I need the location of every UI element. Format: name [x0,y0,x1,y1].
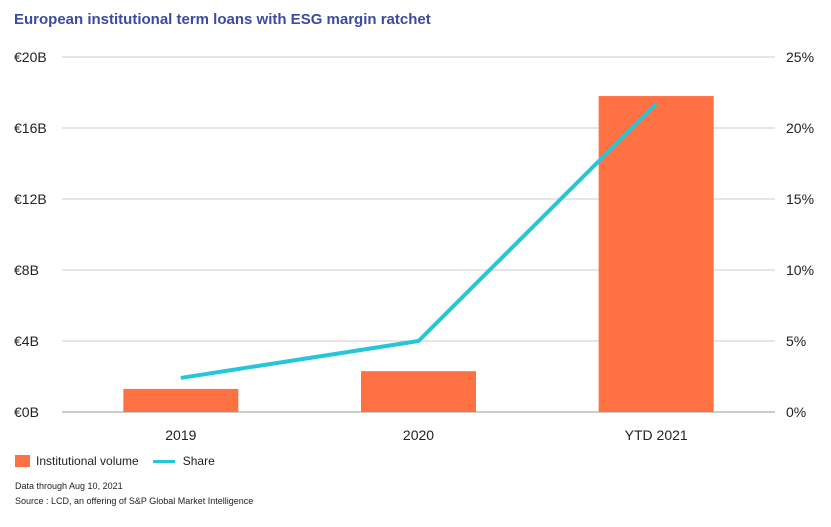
left-tick-label: €12B [14,191,47,207]
left-tick-label: €4B [14,333,39,349]
right-tick-label: 10% [786,262,814,278]
x-tick-label: 2020 [403,427,434,443]
left-tick-label: €20B [14,49,47,65]
data-through-note: Data through Aug 10, 2021 [15,481,123,491]
bar [123,388,239,412]
source-note: Source : LCD, an offering of S&P Global … [15,496,254,506]
left-tick-label: €16B [14,120,47,136]
right-tick-label: 5% [786,333,806,349]
chart-title: European institutional term loans with E… [14,11,431,28]
legend-bar-label: Institutional volume [36,454,139,468]
legend-bar-swatch [15,455,30,467]
left-tick-label: €0B [14,404,39,420]
bar [598,96,714,413]
right-tick-label: 15% [786,191,814,207]
share-line [180,102,658,380]
right-tick-label: 0% [786,404,806,420]
right-axis-ticks: 0% 5% 10% 15% 20% 25% [786,49,814,420]
x-tick-label: 2019 [165,427,196,443]
right-tick-label: 25% [786,49,814,65]
bar [361,371,476,412]
combo-chart: €0B €4B €8B €12B €16B €20B 0% 5% 10% 15% 20% 25% 2… [14,49,814,443]
line-series [180,102,658,380]
legend-line-label: Share [182,454,215,468]
bar-series [123,96,714,413]
x-tick-label: YTD 2021 [625,427,688,443]
left-tick-label: €8B [14,262,39,278]
left-axis-ticks: €0B €4B €8B €12B €16B €20B [14,49,47,420]
x-axis-ticks: 2019 2020 YTD 2021 [165,427,688,443]
legend-line-swatch [152,459,175,463]
right-tick-label: 20% [786,120,814,136]
legend: Institutional volume Share [15,454,215,468]
